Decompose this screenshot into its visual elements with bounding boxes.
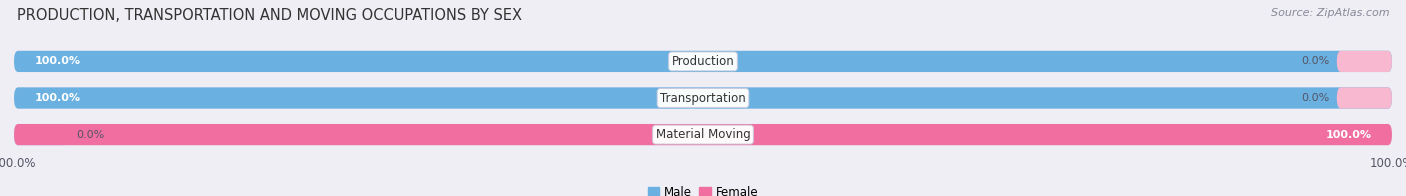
Text: PRODUCTION, TRANSPORTATION AND MOVING OCCUPATIONS BY SEX: PRODUCTION, TRANSPORTATION AND MOVING OC… [17, 8, 522, 23]
FancyBboxPatch shape [14, 124, 1392, 145]
FancyBboxPatch shape [14, 124, 1392, 145]
Text: 0.0%: 0.0% [76, 130, 104, 140]
FancyBboxPatch shape [14, 87, 1392, 109]
FancyBboxPatch shape [14, 51, 1392, 72]
FancyBboxPatch shape [14, 124, 69, 145]
Text: 100.0%: 100.0% [35, 56, 80, 66]
Text: Source: ZipAtlas.com: Source: ZipAtlas.com [1271, 8, 1389, 18]
FancyBboxPatch shape [14, 87, 1392, 109]
FancyBboxPatch shape [1337, 87, 1392, 109]
Text: 0.0%: 0.0% [1302, 56, 1330, 66]
Text: Transportation: Transportation [661, 92, 745, 104]
FancyBboxPatch shape [14, 51, 1392, 72]
Text: 100.0%: 100.0% [1326, 130, 1371, 140]
Text: Production: Production [672, 55, 734, 68]
Text: 100.0%: 100.0% [35, 93, 80, 103]
FancyBboxPatch shape [1337, 51, 1392, 72]
Text: Material Moving: Material Moving [655, 128, 751, 141]
Legend: Male, Female: Male, Female [643, 182, 763, 196]
Text: 0.0%: 0.0% [1302, 93, 1330, 103]
